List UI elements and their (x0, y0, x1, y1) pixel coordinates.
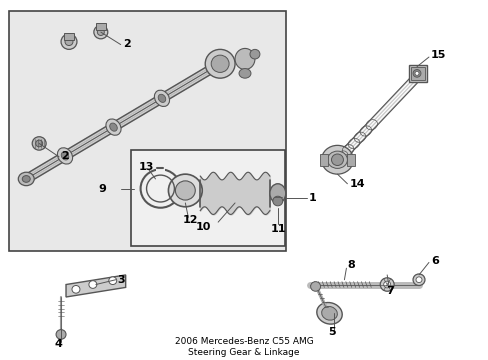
Text: 3: 3 (118, 275, 125, 285)
Ellipse shape (249, 49, 260, 59)
Ellipse shape (239, 68, 250, 78)
Circle shape (56, 330, 66, 339)
Bar (319, 154, 327, 166)
Circle shape (108, 277, 117, 284)
Text: 15: 15 (430, 50, 446, 60)
Bar (96, 23, 105, 30)
Polygon shape (66, 275, 125, 297)
Ellipse shape (383, 281, 390, 288)
Ellipse shape (205, 49, 235, 78)
Text: 9: 9 (98, 184, 105, 194)
Text: 2: 2 (61, 151, 69, 161)
Text: 7: 7 (386, 286, 393, 296)
Ellipse shape (316, 302, 342, 324)
Ellipse shape (269, 184, 285, 203)
Ellipse shape (22, 176, 30, 182)
Bar (408, 65, 426, 82)
Text: 13: 13 (138, 162, 154, 172)
Ellipse shape (61, 34, 77, 49)
Ellipse shape (97, 29, 104, 36)
Ellipse shape (18, 172, 34, 186)
Bar (410, 67, 424, 80)
Text: 6: 6 (430, 256, 438, 266)
Bar (64, 33, 74, 40)
Circle shape (168, 174, 202, 207)
Text: 2: 2 (122, 39, 130, 49)
Text: 1: 1 (308, 193, 316, 203)
Ellipse shape (65, 38, 73, 45)
Ellipse shape (415, 277, 421, 283)
Ellipse shape (94, 26, 107, 39)
Circle shape (89, 281, 97, 288)
Text: 4: 4 (54, 339, 62, 349)
Ellipse shape (106, 119, 121, 135)
Ellipse shape (36, 140, 42, 147)
Circle shape (272, 196, 282, 206)
Bar (130, 150, 284, 246)
Text: 14: 14 (349, 179, 364, 189)
Circle shape (72, 285, 80, 293)
Text: 5: 5 (327, 327, 335, 337)
Ellipse shape (61, 152, 69, 160)
Ellipse shape (58, 148, 72, 164)
Text: 8: 8 (346, 260, 354, 270)
Ellipse shape (235, 48, 254, 69)
Text: 2006 Mercedes-Benz C55 AMG
Steering Gear & Linkage: 2006 Mercedes-Benz C55 AMG Steering Gear… (174, 337, 313, 357)
Circle shape (175, 181, 195, 200)
Ellipse shape (154, 90, 169, 107)
Circle shape (331, 154, 343, 166)
Ellipse shape (380, 278, 393, 291)
Ellipse shape (109, 123, 117, 131)
Bar (9, 11, 285, 251)
Ellipse shape (412, 274, 424, 285)
Ellipse shape (327, 151, 346, 168)
Ellipse shape (211, 55, 228, 72)
Circle shape (412, 69, 420, 77)
Ellipse shape (321, 145, 353, 174)
Text: 12: 12 (182, 215, 198, 225)
Circle shape (414, 71, 418, 75)
Bar (346, 154, 355, 166)
Text: 10: 10 (195, 222, 210, 232)
Text: 11: 11 (270, 224, 286, 234)
Bar (155, 166, 165, 172)
Ellipse shape (32, 137, 46, 150)
Ellipse shape (158, 94, 165, 102)
Circle shape (310, 282, 320, 291)
Ellipse shape (321, 306, 337, 320)
